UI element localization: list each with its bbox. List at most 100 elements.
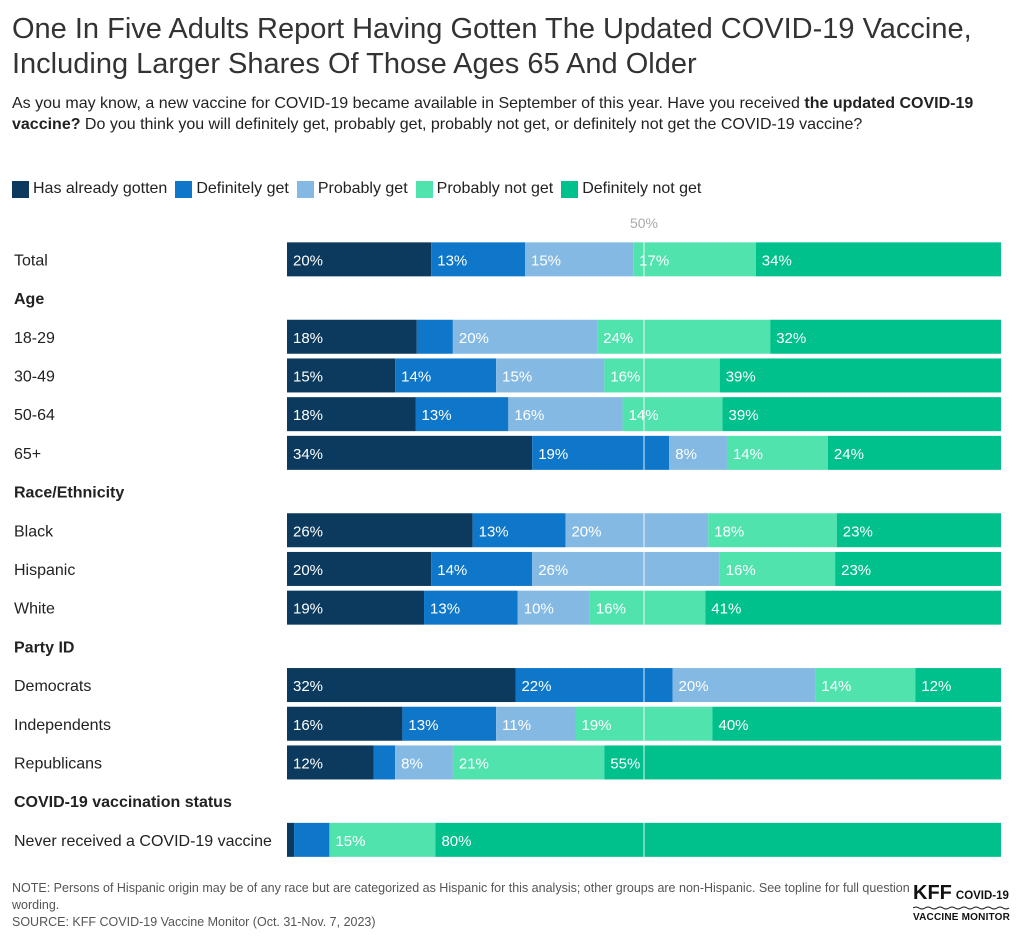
data-label: 55% bbox=[610, 755, 640, 772]
bar-segment bbox=[705, 590, 1001, 625]
data-label: 32% bbox=[293, 678, 323, 695]
bar-segment bbox=[835, 551, 1001, 586]
bar-segment bbox=[589, 590, 706, 625]
data-label: 15% bbox=[335, 833, 365, 850]
logo-line1: COVID-19 bbox=[955, 890, 1009, 902]
bar-segment bbox=[726, 435, 828, 470]
kff-logo: KFF COVID-19 VACCINE MONITOR bbox=[913, 882, 1013, 928]
row-header: Age bbox=[14, 291, 44, 308]
data-label: 20% bbox=[293, 252, 323, 269]
data-label: 20% bbox=[679, 678, 709, 695]
legend-swatch bbox=[296, 180, 314, 198]
data-label: 26% bbox=[293, 523, 323, 540]
bar-segment bbox=[719, 551, 836, 586]
legend-swatch bbox=[175, 180, 193, 198]
data-label: 40% bbox=[719, 717, 749, 734]
bar-segment bbox=[708, 513, 837, 548]
logo-brand: KFF bbox=[913, 882, 952, 904]
data-label: 22% bbox=[521, 678, 551, 695]
bar-segment bbox=[565, 513, 709, 548]
row-label: Democrats bbox=[14, 678, 91, 695]
data-label: 21% bbox=[459, 755, 489, 772]
data-label: 41% bbox=[711, 601, 741, 618]
subtitle-text-2: Do you think you will definitely get, pr… bbox=[80, 116, 863, 133]
data-label: 12% bbox=[293, 755, 323, 772]
row-label: 30-49 bbox=[14, 368, 55, 385]
data-label: 32% bbox=[776, 330, 806, 347]
bar-segment bbox=[424, 590, 518, 625]
chart-subtitle: As you may know, a new vaccine for COVID… bbox=[12, 93, 1002, 135]
bar-segment bbox=[373, 745, 396, 780]
data-label: 14% bbox=[733, 446, 763, 463]
data-label: 16% bbox=[514, 407, 544, 424]
bar-segment bbox=[287, 590, 425, 625]
row-label: 65+ bbox=[14, 446, 41, 463]
row-label: Hispanic bbox=[14, 562, 75, 579]
data-label: 19% bbox=[581, 717, 611, 734]
data-label: 13% bbox=[479, 523, 509, 540]
row-header: Party ID bbox=[14, 639, 74, 656]
bar-segment bbox=[712, 706, 1001, 741]
subtitle-text-1: As you may know, a new vaccine for COVID… bbox=[12, 95, 805, 112]
row-header: Race/Ethnicity bbox=[14, 485, 124, 502]
row-label: White bbox=[14, 601, 55, 618]
bar-segment bbox=[815, 668, 916, 703]
bar-segment bbox=[836, 513, 1001, 548]
bar-segment bbox=[287, 242, 432, 277]
legend-item: Has already gotten bbox=[12, 180, 167, 198]
data-label: 19% bbox=[293, 601, 323, 618]
data-label: 39% bbox=[729, 407, 759, 424]
bar-segment bbox=[532, 551, 720, 586]
bar-segment bbox=[287, 551, 432, 586]
bar-segment bbox=[622, 397, 723, 432]
bar-segment bbox=[472, 513, 566, 548]
bar-segment bbox=[915, 668, 1001, 703]
bar-segment bbox=[287, 513, 473, 548]
data-label: 34% bbox=[293, 446, 323, 463]
data-label: 13% bbox=[408, 717, 438, 734]
data-label: 16% bbox=[596, 601, 626, 618]
legend-item: Probably not get bbox=[415, 180, 554, 198]
row-label: Total bbox=[14, 252, 48, 269]
bar-segment bbox=[415, 397, 509, 432]
bar-segment bbox=[827, 435, 1001, 470]
bar-segment bbox=[395, 358, 497, 393]
data-label: 12% bbox=[921, 678, 951, 695]
bar-segment bbox=[287, 319, 417, 354]
data-label: 8% bbox=[675, 446, 697, 463]
row-label: Republicans bbox=[14, 755, 102, 772]
bar-segment bbox=[287, 435, 533, 470]
bar-segment bbox=[517, 590, 590, 625]
bar-segment bbox=[395, 745, 453, 780]
source-text: SOURCE: KFF COVID-19 Vaccine Monitor (Oc… bbox=[12, 915, 376, 929]
legend-label: Probably get bbox=[317, 180, 408, 197]
data-label: 24% bbox=[603, 330, 633, 347]
bar-segment bbox=[669, 435, 727, 470]
data-label: 13% bbox=[437, 252, 467, 269]
data-label: 14% bbox=[401, 368, 431, 385]
data-label: 17% bbox=[639, 252, 669, 269]
bar-segment bbox=[672, 668, 816, 703]
bar-segment bbox=[452, 319, 598, 354]
data-label: 11% bbox=[502, 717, 531, 734]
legend-label: Definitely get bbox=[196, 180, 289, 197]
data-label: 26% bbox=[538, 562, 568, 579]
chart-notes: NOTE: Persons of Hispanic origin may be … bbox=[12, 880, 912, 931]
data-label: 18% bbox=[714, 523, 744, 540]
legend-swatch bbox=[12, 180, 29, 198]
data-label: 20% bbox=[459, 330, 489, 347]
data-label: 8% bbox=[401, 755, 423, 772]
data-label: 20% bbox=[571, 523, 601, 540]
bar-segment bbox=[755, 242, 1001, 277]
data-label: 16% bbox=[293, 717, 323, 734]
bar-segment bbox=[532, 435, 670, 470]
row-header: COVID-19 vaccination status bbox=[14, 794, 232, 811]
legend-item: Probably get bbox=[296, 180, 408, 198]
legend-label: Has already gotten bbox=[33, 180, 168, 197]
legend-label: Probably not get bbox=[436, 180, 554, 197]
bar-segment bbox=[287, 706, 403, 741]
bar-segment bbox=[294, 822, 330, 857]
logo-line2: VACCINE MONITOR bbox=[913, 912, 1011, 923]
bar-segment bbox=[416, 319, 453, 354]
data-label: 19% bbox=[538, 446, 568, 463]
